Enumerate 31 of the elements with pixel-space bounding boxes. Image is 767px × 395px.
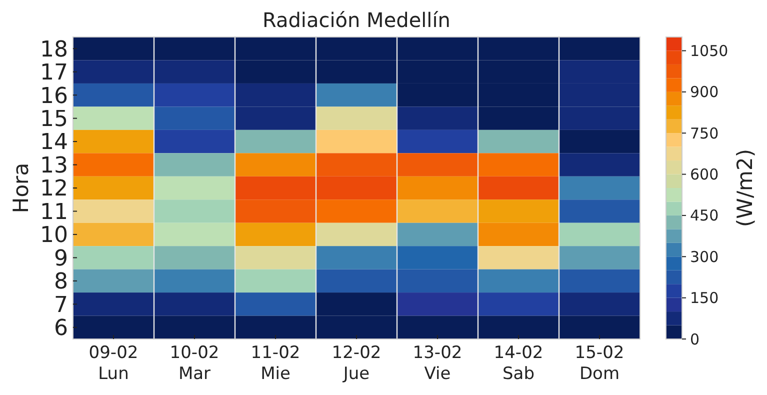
x-tick-label: 11-02 Mie <box>250 343 300 384</box>
y-tick-label: 17 <box>40 60 68 86</box>
x-tick-label: 15-02 Dom <box>574 343 624 384</box>
y-tick-label: 11 <box>40 200 68 225</box>
x-tick-label: 10-02 Mar <box>170 343 220 384</box>
y-tick-label: 7 <box>54 292 68 318</box>
color-bar-label: 450 <box>690 206 719 225</box>
color-bar-label: 750 <box>690 124 719 142</box>
y-tick-label: 15 <box>40 107 68 132</box>
color-bar-label: 900 <box>690 83 719 102</box>
y-tick-label: 8 <box>54 270 68 295</box>
color-bar-label: 600 <box>690 166 719 184</box>
y-tick-label: 16 <box>40 84 68 109</box>
y-tick-label: 10 <box>40 223 68 248</box>
x-tick-label: 09-02 Lun <box>88 343 138 384</box>
color-bar-label: 300 <box>690 248 719 266</box>
y-tick-label: 14 <box>40 130 68 156</box>
color-bar-label: 1050 <box>690 42 728 60</box>
y-tick-label: 12 <box>40 176 68 202</box>
color-bar-label: 150 <box>690 289 719 308</box>
color-bar-title: (W/m2) <box>733 148 757 228</box>
x-tick-label: 12-02 Jue <box>332 343 382 384</box>
color-bar-label: 0 <box>690 330 700 348</box>
y-tick-label: 18 <box>40 37 68 62</box>
y-tick-label: 13 <box>40 153 68 178</box>
x-tick-label: 14-02 Sab <box>494 343 544 384</box>
y-tick-label: 9 <box>54 246 68 272</box>
chart-title: Radiación Medellín <box>262 8 450 32</box>
x-tick-label: 13-02 Vie <box>412 343 462 384</box>
y-tick-label: 6 <box>54 316 68 342</box>
y-axis-title: Hora <box>9 162 33 214</box>
